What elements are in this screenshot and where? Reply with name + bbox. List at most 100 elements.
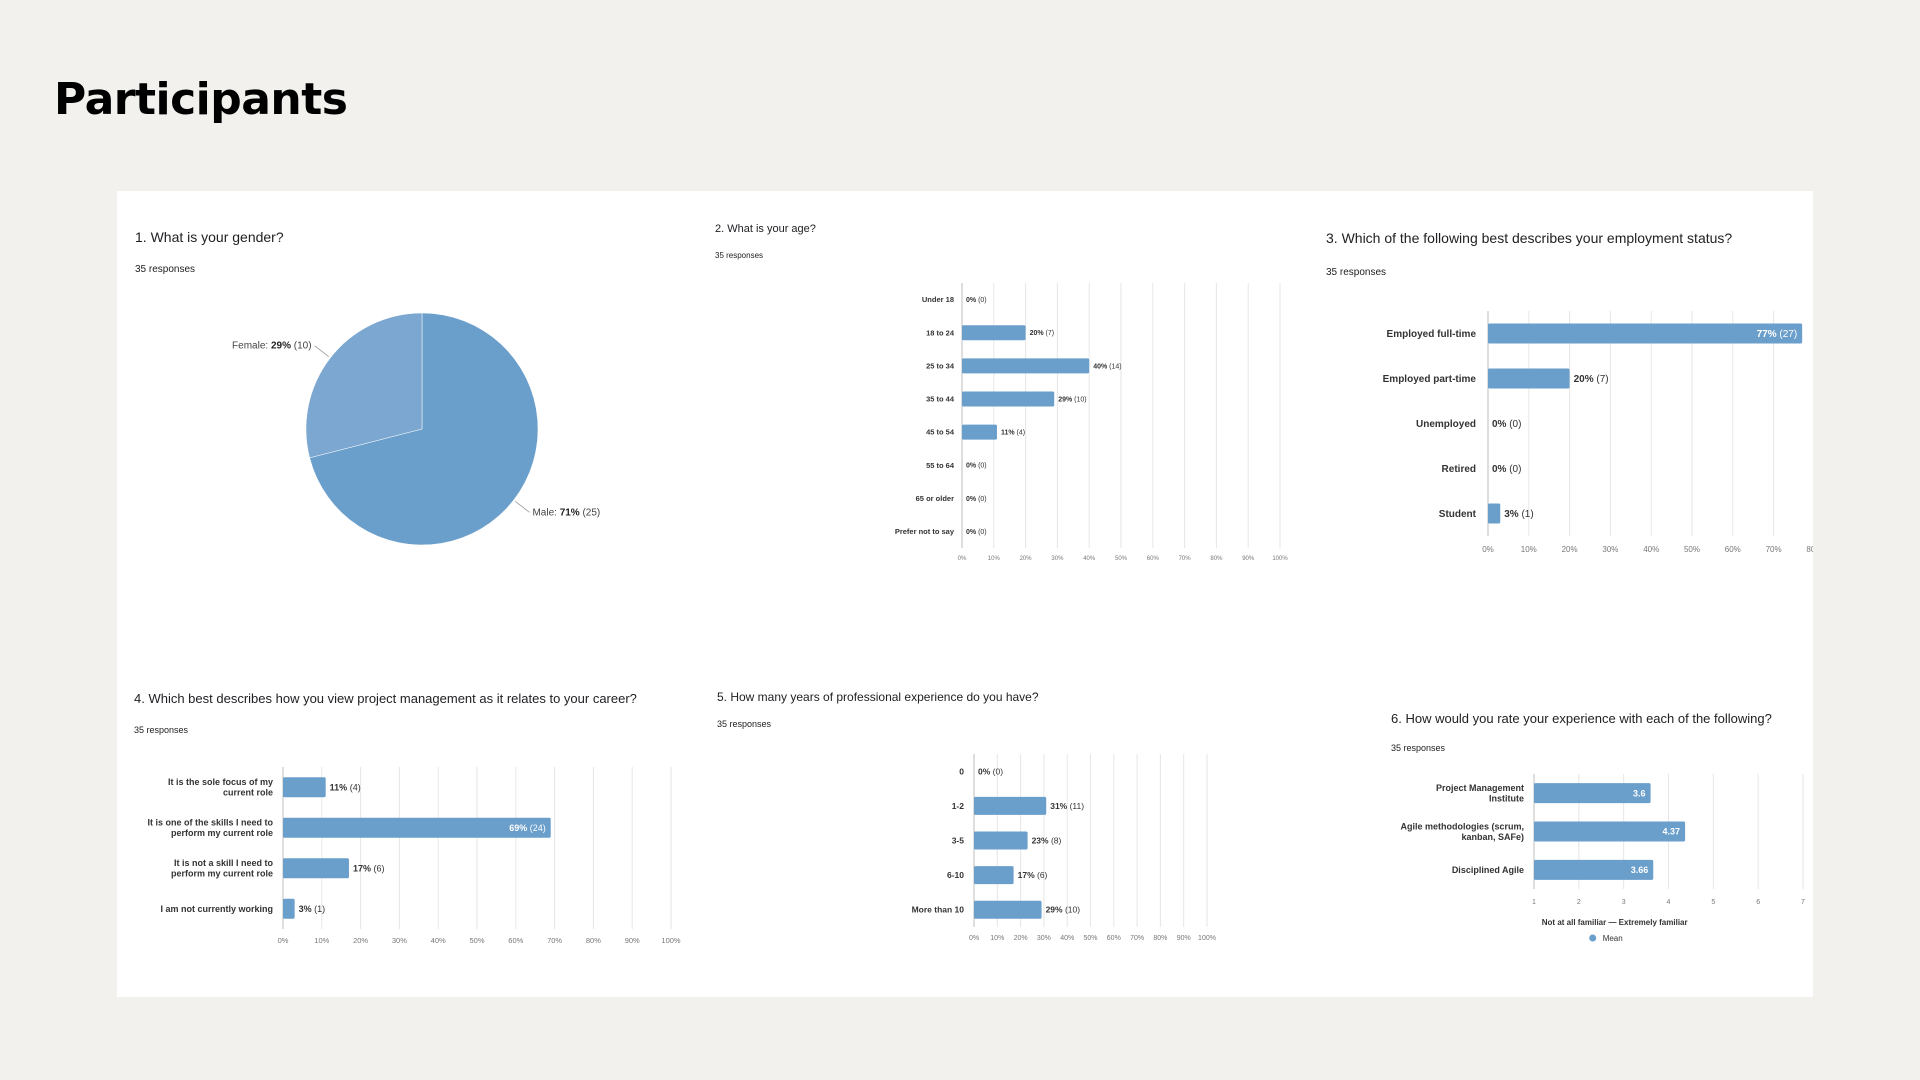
x-tick-label: 20%: [1020, 556, 1033, 562]
data-label: 3.66: [1631, 865, 1649, 875]
category-label: More than 10: [912, 905, 965, 915]
x-tick-label: 100%: [1198, 935, 1216, 942]
x-tick-label: 100%: [1272, 556, 1288, 562]
category-label: 25 to 34: [926, 361, 955, 370]
x-tick-label: 70%: [1179, 556, 1192, 562]
bar: [283, 898, 295, 919]
x-tick-label: 6: [1756, 899, 1760, 906]
x-tick-label: 80%: [1806, 545, 1813, 554]
data-label: 0% (0): [966, 529, 987, 536]
data-label: 4.37: [1663, 827, 1681, 837]
data-label: 0% (0): [1492, 419, 1521, 430]
age-question-title: 2. What is your age?: [715, 223, 816, 235]
x-axis-label: Not at all familiar — Extremely familiar: [1542, 918, 1688, 927]
x-tick-label: 50%: [1684, 545, 1700, 554]
gender-response-count: 35 responses: [135, 264, 196, 275]
experience-chart-panel: 5. How many years of professional experi…: [707, 591, 1307, 997]
employment-question-title: 3. Which of the following best describes…: [1326, 230, 1733, 246]
bar: [283, 777, 326, 798]
legend-label: Mean: [1603, 934, 1623, 943]
experience-question-title: 5. How many years of professional experi…: [717, 690, 1039, 704]
category-label: Employed full-time: [1387, 329, 1477, 340]
x-tick-label: 30%: [1602, 545, 1618, 554]
data-label: 29% (10): [1058, 396, 1086, 403]
bar: [1534, 821, 1686, 842]
pie-slice-female: [305, 312, 423, 459]
experience-response-count: 35 responses: [717, 719, 772, 729]
category-label: Project Management: [1436, 783, 1524, 793]
data-label: 0% (0): [978, 766, 1003, 776]
x-tick-label: 60%: [508, 936, 523, 945]
bar: [1534, 859, 1654, 880]
x-tick-label: 20%: [1562, 545, 1578, 554]
x-tick-label: 80%: [1153, 935, 1167, 942]
pie-slice-male: [309, 312, 539, 546]
pm-view-response-count: 35 responses: [134, 725, 189, 735]
x-tick-label: 0%: [278, 936, 289, 945]
category-label: Disciplined Agile: [1452, 865, 1524, 875]
page-title: Participants: [54, 74, 348, 125]
category-label: 35 to 44: [926, 395, 955, 404]
data-label: 23% (8): [1032, 835, 1062, 845]
bar: [974, 900, 1042, 919]
data-label: 11% (4): [330, 782, 361, 792]
x-tick-label: 10%: [988, 556, 1001, 562]
category-label: perform my current role: [171, 828, 273, 838]
data-label: 20% (7): [1574, 374, 1609, 385]
data-label: 31% (11): [1050, 801, 1084, 811]
pie-leader-line: [514, 501, 530, 513]
x-tick-label: 30%: [1051, 556, 1064, 562]
data-label: 40% (14): [1093, 363, 1121, 370]
category-label: 45 to 54: [926, 428, 955, 437]
category-label: Unemployed: [1416, 419, 1476, 430]
employment-chart-panel: 3. Which of the following best describes…: [1307, 191, 1813, 591]
data-label: 3.6: [1633, 788, 1646, 798]
data-label: 17% (6): [1018, 870, 1048, 880]
category-label: 55 to 64: [926, 461, 955, 470]
category-label: Institute: [1489, 793, 1524, 803]
x-tick-label: 4: [1667, 899, 1671, 906]
x-tick-label: 80%: [1210, 556, 1223, 562]
category-label: Retired: [1442, 464, 1476, 475]
data-label: 0% (0): [966, 297, 987, 304]
category-label: It is the sole focus of my: [168, 777, 273, 787]
data-label: 29% (10): [1046, 905, 1081, 915]
data-label: 3% (1): [1504, 509, 1533, 520]
x-tick-label: 40%: [1643, 545, 1659, 554]
x-tick-label: 50%: [1115, 556, 1128, 562]
rating-chart-panel: 6. How would you rate your experience wi…: [1307, 591, 1813, 997]
x-tick-label: 100%: [661, 936, 681, 945]
x-tick-label: 30%: [392, 936, 407, 945]
gender-pie-chart: Male: 71% (25) Female: 29% (10): [232, 312, 600, 546]
data-label: 0% (0): [966, 496, 987, 503]
survey-results-card: 1. What is your gender? 35 responses Mal…: [117, 191, 1813, 997]
data-label: 20% (7): [1030, 330, 1055, 337]
bar: [1534, 783, 1651, 804]
rating-question-title: 6. How would you rate your experience wi…: [1391, 711, 1772, 726]
pie-label-female: Female: 29% (10): [232, 341, 311, 352]
x-tick-label: 1: [1532, 899, 1536, 906]
bar: [962, 424, 997, 440]
pm-view-chart-panel: 4. Which best describes how you view pro…: [117, 591, 707, 997]
x-tick-label: 60%: [1725, 545, 1741, 554]
age-response-count: 35 responses: [715, 251, 764, 260]
data-label: 77% (27): [1757, 329, 1798, 340]
x-tick-label: 90%: [1242, 556, 1255, 562]
age-bar-chart: 0% 10% 20% 30% 40% 50% 60% 70% 80% 90% 100% Under 1…: [895, 283, 1288, 562]
category-label: 65 or older: [916, 494, 954, 503]
category-label: Under 18: [922, 295, 954, 304]
bar: [283, 858, 349, 879]
bar: [974, 831, 1028, 850]
x-tick-label: 5: [1711, 899, 1715, 906]
pie-leader-line: [314, 345, 330, 357]
bar: [1488, 368, 1570, 389]
category-label: Student: [1439, 509, 1477, 520]
x-tick-label: 60%: [1147, 556, 1160, 562]
pm-view-bar-chart: 0% 10% 20% 30% 40% 50% 60% 70% 80% 90% 100% It is t…: [147, 767, 681, 945]
x-tick-label: 10%: [990, 935, 1004, 942]
bar: [283, 817, 551, 838]
bar: [974, 866, 1014, 885]
gender-question-title: 1. What is your gender?: [135, 229, 284, 245]
category-label: 3-5: [952, 835, 965, 845]
